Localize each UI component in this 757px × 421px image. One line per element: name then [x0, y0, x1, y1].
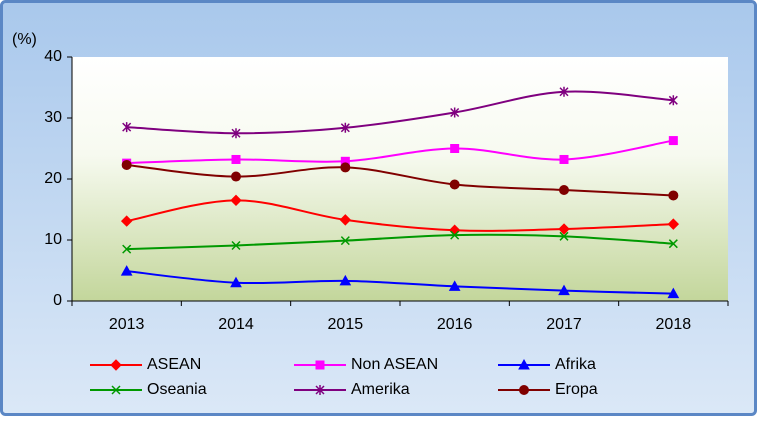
legend-label: ASEAN: [147, 356, 201, 373]
marker: [559, 154, 569, 164]
series: [122, 230, 678, 254]
y-tick-label: 10: [44, 231, 62, 248]
marker: [448, 280, 461, 291]
marker: [231, 154, 241, 164]
marker: [518, 358, 530, 370]
marker: [315, 360, 325, 370]
x-tick-label: 2014: [218, 316, 254, 333]
legend-label: Oseania: [147, 381, 207, 398]
marker: [122, 122, 132, 133]
marker: [450, 107, 460, 118]
marker: [231, 171, 241, 182]
line: [126, 163, 674, 197]
y-tick-label: 30: [44, 109, 62, 126]
y-tick-label: 0: [53, 292, 62, 309]
marker: [230, 276, 242, 288]
legend-label: Non ASEAN: [351, 356, 438, 373]
marker: [340, 122, 350, 133]
marker: [558, 223, 570, 235]
marker: [668, 239, 678, 249]
line: [126, 199, 674, 232]
line: [126, 233, 674, 251]
legend-label: Afrika: [555, 356, 596, 373]
line: [126, 90, 674, 135]
marker: [340, 236, 350, 246]
marker: [558, 284, 570, 296]
marker: [339, 214, 352, 226]
x-tick-label: 2016: [437, 316, 473, 333]
marker: [340, 162, 351, 173]
marker: [667, 218, 680, 230]
x-tick-label: 2015: [328, 316, 364, 333]
y-tick-label: 20: [44, 170, 62, 187]
x-tick-label: 2018: [656, 316, 692, 333]
marker: [230, 194, 242, 207]
marker: [110, 359, 122, 371]
line: [126, 139, 674, 165]
marker: [450, 230, 460, 240]
legend-label: Eropa: [555, 381, 598, 398]
y-axis-label: (%): [12, 31, 37, 48]
marker: [121, 159, 132, 170]
marker: [120, 265, 133, 276]
series: [120, 194, 680, 236]
marker: [668, 190, 679, 201]
marker: [667, 287, 680, 299]
x-tick-label: 2017: [546, 316, 582, 333]
marker: [122, 244, 132, 254]
marker: [231, 128, 241, 139]
marker: [668, 136, 678, 146]
marker: [315, 385, 325, 395]
marker: [559, 86, 569, 97]
plot-area: [72, 57, 728, 301]
marker: [449, 179, 460, 190]
marker: [339, 274, 352, 286]
series: [120, 265, 680, 299]
series: [122, 86, 678, 139]
marker: [668, 95, 678, 106]
x-tick-label: 2013: [109, 316, 145, 333]
marker: [450, 144, 460, 153]
marker: [559, 231, 569, 241]
marker: [519, 385, 529, 395]
series: [121, 159, 679, 201]
legend-label: Amerika: [351, 381, 410, 398]
marker: [231, 240, 241, 251]
marker: [111, 385, 121, 395]
y-tick-label: 40: [44, 48, 62, 65]
marker: [120, 215, 133, 227]
marker: [559, 184, 569, 195]
line: [126, 270, 674, 295]
